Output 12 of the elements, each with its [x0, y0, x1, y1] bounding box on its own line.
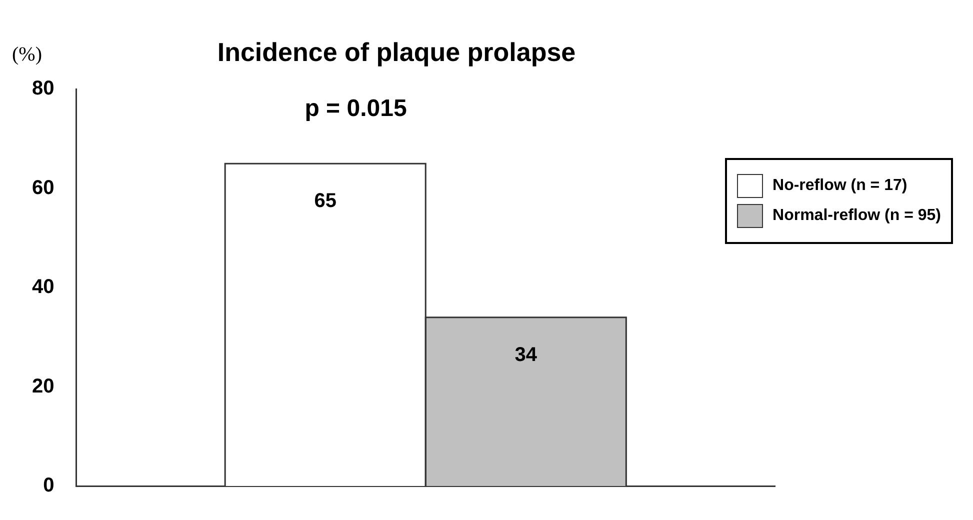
y-tick-label: 40 — [32, 276, 54, 298]
y-tick-label: 0 — [43, 474, 54, 497]
legend-label: Normal-reflow (n = 95) — [772, 207, 941, 225]
data-label: 34 — [514, 344, 538, 366]
annotation: p = 0.015 — [304, 94, 407, 122]
y-tick-label: 80 — [32, 78, 54, 100]
chart-title: Incidence of plaque prolapse — [217, 36, 576, 67]
y-tick-label: 20 — [32, 375, 54, 398]
data-label: 65 — [314, 190, 336, 212]
y-axis-title: (%) — [12, 43, 42, 66]
y-tick-label: 60 — [32, 176, 54, 199]
text: No-reflow (n = 17) — [772, 177, 908, 195]
